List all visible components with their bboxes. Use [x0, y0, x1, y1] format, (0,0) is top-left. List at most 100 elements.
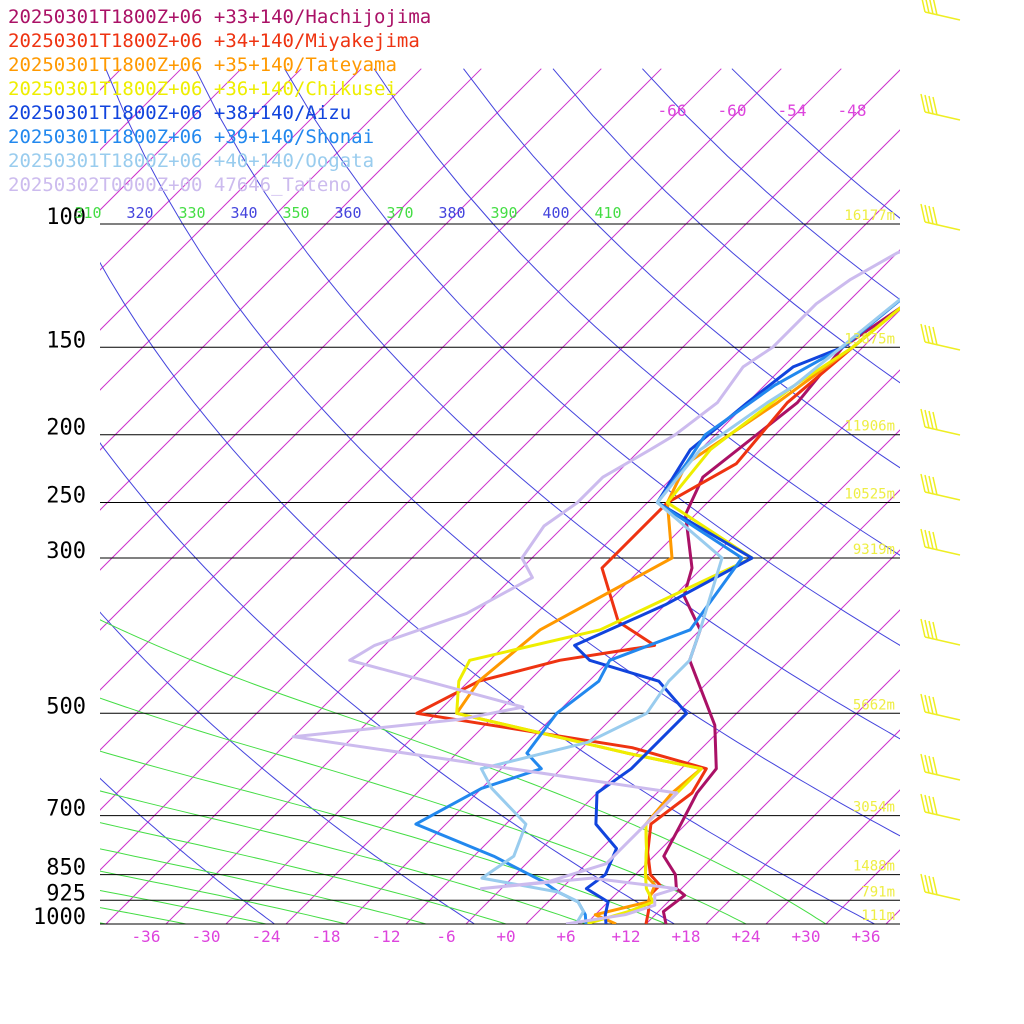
moist-adiabat-line: [100, 697, 747, 924]
isotherm-line: [100, 68, 662, 631]
dry-adiabat-line: [105, 68, 900, 837]
height-label: 791m: [861, 884, 895, 900]
legend-entry: 20250301T1800Z+06 +40+140/Oogata: [8, 150, 375, 172]
height-label: 10525m: [844, 487, 895, 503]
x-tick-label: -36: [132, 927, 161, 946]
wind-barb: [920, 618, 961, 646]
height-label: 9319m: [853, 542, 895, 558]
wind-barb: [920, 753, 961, 781]
isotherm-line: [100, 68, 722, 691]
legend-entry: 20250302T0000Z+00 47646_Tateno: [8, 174, 352, 196]
theta-label: 400: [542, 204, 569, 222]
isotherm-line: [100, 68, 542, 511]
isotherm-line: [100, 68, 842, 811]
dry-adiabat-line: [194, 68, 900, 740]
x-tick-label: -6: [436, 927, 455, 946]
x-tick-label: -12: [372, 927, 401, 946]
height-label: 111m: [861, 908, 895, 924]
theta-label: 330: [178, 204, 205, 222]
pressure-label: 700: [46, 797, 86, 822]
dry-adiabat-line: [642, 68, 900, 301]
x-tick-label: +24: [732, 927, 761, 946]
height-label: 11906m: [844, 419, 895, 435]
isotherm-line: [0, 69, 1, 924]
sounding-line-2: [415, 306, 900, 924]
height-label: 5662m: [853, 697, 895, 713]
wind-barb: [920, 793, 961, 821]
isotherm-line: [100, 68, 782, 751]
x-tick-label: +36: [852, 927, 881, 946]
isotherm-line: [285, 309, 900, 924]
isotherm-line: [705, 729, 900, 924]
height-label: 3054m: [853, 800, 895, 816]
x-tick-label: -24: [252, 927, 281, 946]
sounding-line-8: [291, 250, 900, 924]
dry-adiabat-line: [552, 68, 900, 384]
dry-adiabat-line: [463, 68, 900, 469]
upper-isotherm-label: -60: [718, 101, 747, 120]
isotherm-line: [100, 68, 602, 571]
x-tick-label: +30: [792, 927, 821, 946]
x-tick-label: +12: [612, 927, 641, 946]
chart-legend: 20250301T1800Z+06 +33+140/Hachijojima 202…: [8, 5, 431, 197]
isotherm-line: [100, 68, 362, 331]
theta-label: 320: [126, 204, 153, 222]
dry-adiabat-line: [373, 68, 900, 556]
legend-entry: 20250301T1800Z+06 +35+140/Tateyama: [8, 54, 397, 76]
dry-adiabat-line: [100, 611, 476, 924]
dry-adiabat-line: [100, 777, 276, 924]
isotherm-line: [345, 369, 900, 924]
isotherm-line: [100, 69, 900, 871]
isotherm-line: [465, 489, 900, 924]
upper-isotherm-label: -66: [658, 101, 687, 120]
height-label: 13675m: [844, 331, 895, 347]
wind-barb: [920, 693, 961, 721]
wind-barb: [920, 528, 961, 556]
x-tick-label: +0: [496, 927, 515, 946]
upper-isotherm-label: -54: [778, 101, 807, 120]
x-tick-label: +18: [672, 927, 701, 946]
x-tick-label: +6: [556, 927, 575, 946]
upper-isotherm-label: -48: [838, 101, 867, 120]
theta-label: 370: [386, 204, 413, 222]
legend-entry: 20250301T1800Z+06 +36+140/Chikusei: [8, 78, 397, 100]
wind-barb: [920, 408, 961, 436]
isotherm-line: [525, 549, 900, 924]
isotherm-line: [1006, 69, 1024, 924]
theta-label: 380: [438, 204, 465, 222]
isotherm-line: [585, 609, 900, 924]
pressure-label: 1000: [33, 905, 86, 930]
moist-adiabat-line: [100, 907, 187, 924]
legend-entry: 20250301T1800Z+06 +38+140/Aizu: [8, 102, 352, 124]
sounding-line-7: [479, 297, 900, 924]
theta-label: 410: [594, 204, 621, 222]
dry-adiabat-line: [284, 68, 900, 646]
isotherm-line: [885, 909, 900, 924]
isotherm-line: [645, 669, 900, 924]
height-label: 16177m: [844, 208, 895, 224]
sounding-line-6: [414, 298, 900, 924]
isotherm-line: [765, 789, 900, 924]
wind-barb: [920, 323, 961, 351]
legend-entry: 20250301T1800Z+06 +39+140/Shonai: [8, 126, 375, 148]
pressure-label: 925: [46, 881, 86, 906]
isotherm-line: [405, 429, 900, 924]
dry-adiabat-line: [100, 442, 676, 924]
theta-label: 310: [74, 204, 101, 222]
height-label: 1488m: [853, 859, 895, 875]
pressure-label: 150: [46, 328, 86, 353]
wind-barb: [920, 473, 961, 501]
theta-label: 360: [334, 204, 361, 222]
isotherm-line: [165, 189, 900, 924]
wind-barb: [920, 873, 961, 901]
legend-entry: 20250301T1800Z+06 +34+140/Miyakejima: [8, 30, 420, 52]
moist-adiabat-line: [100, 619, 827, 924]
isotherm-line: [946, 69, 1024, 924]
theta-label: 340: [230, 204, 257, 222]
moist-adiabat-line: [100, 889, 267, 924]
pressure-label: 200: [46, 416, 86, 441]
moist-adiabat-line: [100, 750, 667, 924]
theta-label: 350: [282, 204, 309, 222]
wind-barb: [920, 203, 961, 231]
